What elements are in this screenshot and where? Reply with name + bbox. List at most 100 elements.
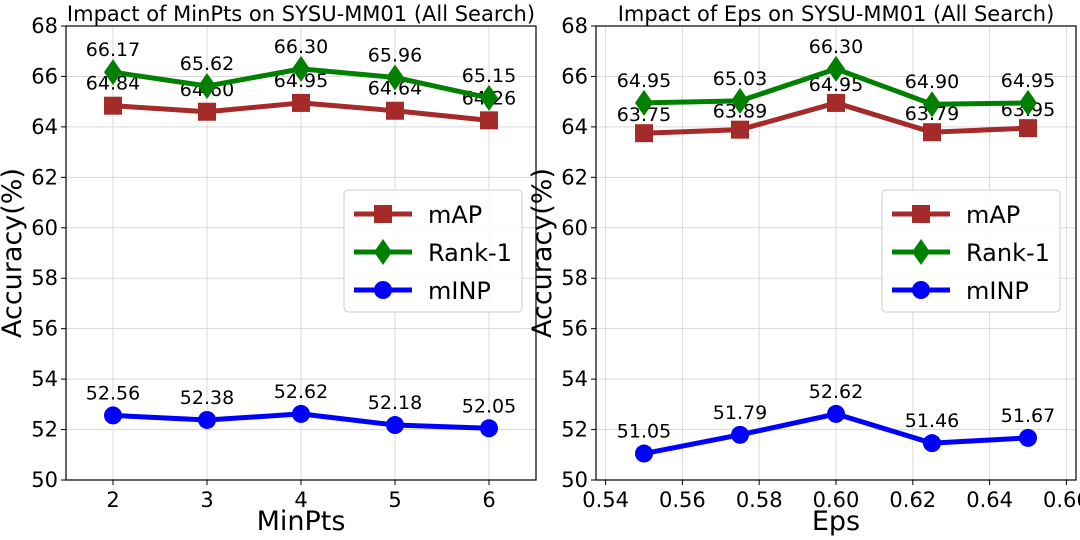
data-point [635,444,653,463]
series-rank-1: 66.17 65.62 66.30 65.96 65.15 [86,36,516,111]
legend-label: mINP [428,277,491,305]
data-label: 66.30 [274,36,328,58]
data-point [923,123,941,142]
data-label: 64.90 [905,71,959,93]
y-axis-label: Accuracy(%) [527,168,558,338]
data-point [104,96,122,115]
legend-swatch-marker [912,239,930,265]
data-label: 66.17 [86,39,140,61]
legend-swatch-marker [374,281,392,299]
data-label: 52.18 [368,392,422,414]
data-point [731,87,749,114]
y-tick-label: 50 [561,468,588,492]
y-tick-label: 66 [31,64,58,88]
series-minp: 51.05 51.79 52.62 51.46 51.67 [617,381,1055,463]
y-tick-label: 54 [31,367,58,391]
y-tick-label: 68 [31,14,58,38]
data-label: 64.95 [809,74,863,96]
y-tick-label: 64 [561,115,588,139]
data-point [198,410,216,429]
legend-label: Rank-1 [966,239,1050,267]
legend-swatch-marker [912,205,930,223]
y-tick-label: 58 [561,266,588,290]
y-tick-label: 62 [561,165,588,189]
y-tick-label: 60 [31,216,58,240]
y-axis-label: Accuracy(%) [0,168,28,338]
data-label: 52.62 [809,381,863,403]
data-label: 52.05 [462,395,516,417]
chart-title: Impact of MinPts on SYSU-MM01 (All Searc… [67,2,535,26]
data-point [386,416,404,435]
data-label: 52.38 [180,387,234,409]
y-tick-label: 56 [31,317,58,341]
x-tick-label: 0.66 [1043,488,1080,512]
chart-panel-2: 0.54 0.56 0.58 0.60 0.62 0.64 0.66 50 52 54 56 58 60… [527,2,1080,537]
data-point [386,101,404,120]
data-label: 51.05 [617,421,671,443]
data-point [198,102,216,121]
x-tick-label: 0.58 [736,488,783,512]
legend-swatch-marker [912,281,930,299]
y-tick-label: 64 [31,115,58,139]
data-point [198,73,216,100]
data-label: 64.95 [1001,70,1055,92]
x-tick-label: 0.54 [582,488,629,512]
data-label: 65.03 [713,68,767,90]
x-tick-label: 3 [200,488,213,512]
data-point [923,434,941,453]
data-point [386,64,404,91]
x-tick-label: 5 [388,488,401,512]
x-tick-label: 0.56 [659,488,706,512]
data-point [635,124,653,143]
data-point [480,419,498,438]
data-point [1019,119,1037,138]
data-point [923,91,941,118]
data-point [292,93,310,112]
x-tick-label: 6 [482,488,495,512]
data-point [635,89,653,116]
y-tick-label: 66 [561,64,588,88]
legend-swatch-marker [374,239,392,265]
y-tick-label: 56 [561,317,588,341]
legend: mAP Rank-1 mINP [881,189,1061,313]
data-point [827,55,845,82]
data-point [292,404,310,423]
legend-label: mAP [428,201,482,229]
data-label: 51.67 [1001,405,1055,427]
data-point [827,93,845,112]
data-label: 64.95 [617,70,671,92]
series-rank-1: 64.95 65.03 66.30 64.90 64.95 [617,36,1055,118]
legend-swatch-marker [374,205,392,223]
y-tick-label: 52 [561,418,588,442]
data-point [292,55,310,82]
y-tick-label: 60 [561,216,588,240]
y-tick-label: 52 [31,418,58,442]
y-tick-label: 50 [31,468,58,492]
data-point [1019,89,1037,116]
y-tick-label: 68 [561,14,588,38]
data-label: 65.15 [462,65,516,87]
data-label: 65.96 [368,44,422,66]
x-tick-label: 4 [294,488,307,512]
x-axis-label: MinPts [257,506,346,537]
x-tick-label: 0.60 [813,488,860,512]
data-label: 65.62 [180,53,234,75]
data-label: 52.56 [86,382,140,404]
data-label: 66.30 [809,36,863,58]
x-axis-label: Eps [812,506,860,537]
data-label: 51.79 [713,402,767,424]
series-minp: 52.56 52.38 52.62 52.18 52.05 [86,381,516,438]
chart-title: Impact of Eps on SYSU-MM01 (All Search) [618,2,1055,26]
legend-label: mAP [966,201,1020,229]
data-point [827,404,845,423]
data-point [104,406,122,425]
y-tick-label: 58 [31,266,58,290]
data-point [480,111,498,130]
legend-label: Rank-1 [428,239,512,267]
legend-label: mINP [966,277,1029,305]
data-point [731,425,749,444]
data-label: 52.62 [274,381,328,403]
x-tick-label: 0.64 [966,488,1013,512]
